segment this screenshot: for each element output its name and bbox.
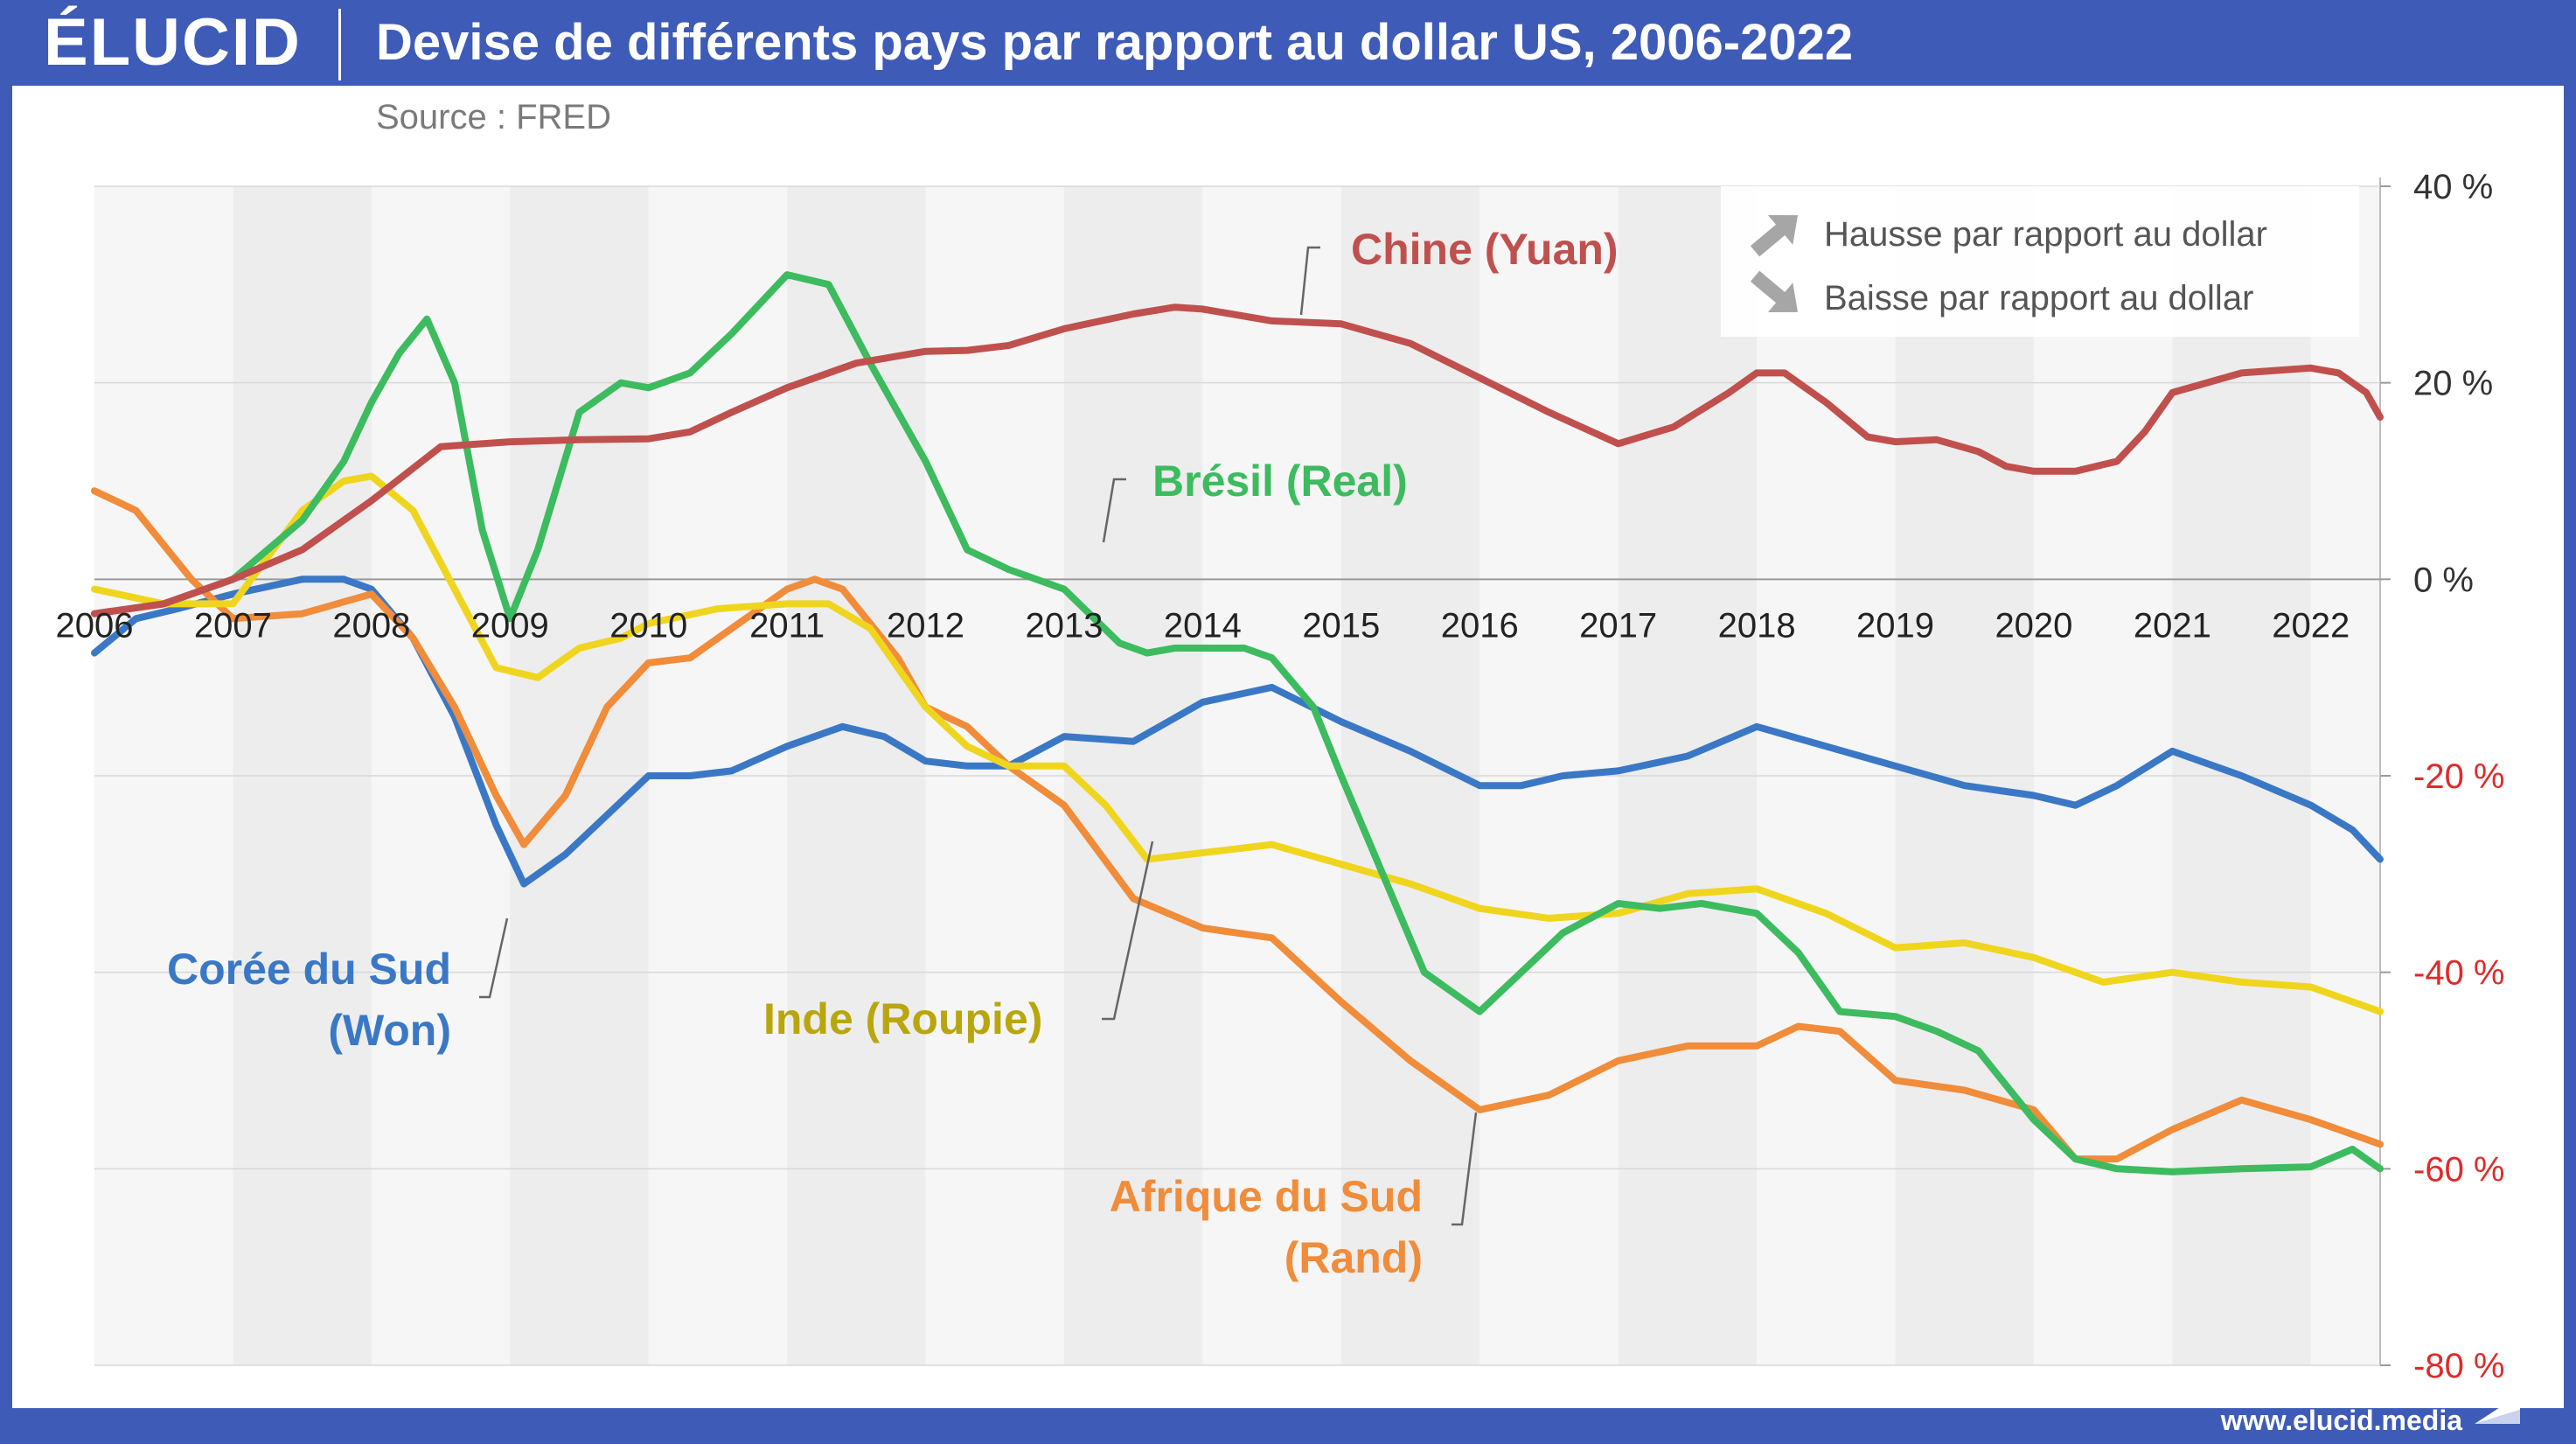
x-tick-label: 2022 [2272,606,2350,645]
y-tick-label: -40 % [2413,954,2505,993]
x-axis: 2006 2007 2008 2009 2010 2011 2012 2013 2014 2015… [56,606,2350,645]
x-tick-label: 2015 [1302,606,1380,645]
y-tick-label: -60 % [2413,1150,2505,1189]
series-label: Chine (Yuan) [1351,225,1619,274]
header-divider [338,9,341,80]
series-label: Brésil (Real) [1152,457,1408,506]
series-lines [91,271,2384,1175]
chart-source: Source : FRED [376,98,611,136]
label-leader-line [1102,841,1154,1021]
x-tick-label: 2019 [1856,606,1934,645]
series-label: Afrique du Sud [1110,1172,1423,1221]
label-leader-line [1102,478,1126,543]
brand-logo[interactable]: ÉLUCID [44,5,302,80]
x-tick-label: 2011 [749,606,825,645]
legend: Hausse par rapport au dollar Baisse par … [1721,186,2359,337]
y-axis: 40 % 20 % 0 % -20 % -40 % -60 % -80 % [2413,168,2505,1385]
x-tick-label: 2021 [2134,606,2211,645]
label-leader-line [479,917,509,999]
label-leader-line [1452,1112,1478,1226]
series-label: (Won) [328,1006,451,1055]
x-tick-label: 2008 [332,606,410,645]
legend-down-label: Baisse par rapport au dollar [1824,279,2253,317]
x-tick-label: 2016 [1441,606,1519,645]
label-leaders [479,246,1478,1226]
series-labels: Chine (Yuan) Brésil (Real) Corée du Sud (Wo… [167,225,1619,1282]
x-tick-label: 2013 [1025,606,1103,645]
series-label: Corée du Sud [167,945,451,994]
x-tick-label: 2012 [887,606,964,645]
footer-url[interactable]: www.elucid.media [2220,1405,2462,1436]
x-tick-label: 2009 [471,606,549,645]
series-line [91,271,2384,1175]
header-bar: ÉLUCID Devise de différents pays par rap… [0,0,2576,86]
chart-title: Devise de différents pays par rapport au… [376,14,1854,71]
legend-up-label: Hausse par rapport au dollar [1824,215,2267,254]
y-tick-label: 20 % [2413,365,2493,403]
series-label: Inde (Roupie) [763,994,1042,1043]
arrow-down-icon [1750,270,1799,312]
y-tick-label: -80 % [2413,1347,2505,1385]
x-tick-label: 2007 [194,606,272,645]
x-tick-label: 2014 [1164,606,1242,645]
series-label: (Rand) [1285,1233,1423,1282]
x-tick-label: 2006 [56,606,134,645]
series-line [91,487,2384,1163]
y-tick-label: -20 % [2413,757,2505,796]
series-line [91,303,2384,617]
x-tick-label: 2010 [609,606,687,645]
brand-flag-icon [2475,1394,2520,1424]
y-tick-label: 40 % [2413,168,2493,206]
x-tick-label: 2018 [1718,606,1796,645]
y-tick-label: 0 % [2413,561,2474,599]
series-line [91,472,2384,1015]
x-tick-label: 2020 [1995,606,2072,645]
label-leader-line [1299,246,1320,316]
x-tick-label: 2017 [1579,606,1657,645]
legend-box [1721,186,2359,337]
arrow-up-icon [1750,215,1799,257]
